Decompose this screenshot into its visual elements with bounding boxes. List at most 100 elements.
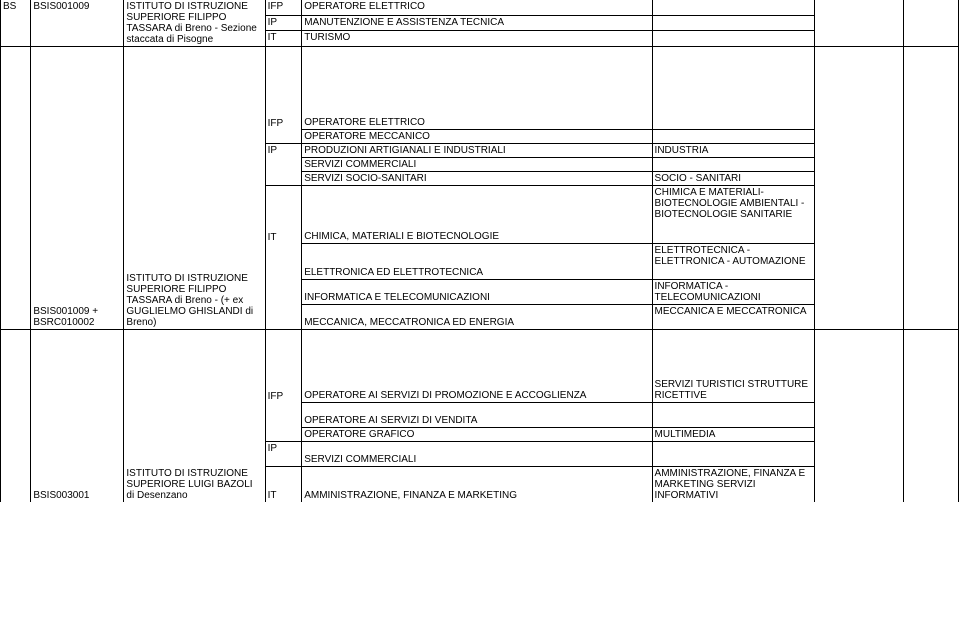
course: MANUTENZIONE E ASSISTENZA TECNICA (304, 17, 504, 28)
articulation-cell (652, 0, 814, 15)
course: INFORMATICA E TELECOMUNICAZIONI (304, 292, 490, 303)
course-cell: OPERATORE AI SERVIZI DI VENDITA (302, 403, 652, 428)
articulation-cell: MECCANICA E MECCATRONICA (652, 305, 814, 330)
course-cell: AMMINISTRAZIONE, FINANZA E MARKETING (302, 467, 652, 503)
type-cell (265, 428, 302, 442)
course-cell: MANUTENZIONE E ASSISTENZA TECNICA (302, 15, 652, 31)
table-row: BSIS003001 ISTITUTO DI ISTRUZIONE SUPERI… (1, 330, 959, 403)
articulation-cell: INFORMATICA - TELECOMUNICAZIONI (652, 280, 814, 305)
code: BSIS001009 (33, 1, 89, 12)
type-cell (265, 403, 302, 428)
extra1-cell (814, 47, 903, 330)
articulation: MECCANICA E MECCATRONICA (655, 306, 807, 317)
course-cell: OPERATORE GRAFICO (302, 428, 652, 442)
type-cell (265, 305, 302, 330)
course-cell: SERVIZI SOCIO-SANITARI (302, 172, 652, 186)
articulation-cell (652, 403, 814, 428)
type-cell (265, 158, 302, 172)
type-cell: IP (265, 144, 302, 158)
type-cell (265, 130, 302, 144)
course-cell: OPERATORE MECCANICO (302, 130, 652, 144)
course: ELETTRONICA ED ELETTROTECNICA (304, 267, 483, 278)
articulation-cell (652, 130, 814, 144)
articulation-cell: MULTIMEDIA (652, 428, 814, 442)
type-cell: IFP (265, 330, 302, 403)
articulation: INFORMATICA - TELECOMUNICAZIONI (655, 281, 761, 303)
course: TURISMO (304, 32, 350, 43)
articulation-cell: SERVIZI TURISTICI STRUTTURE RICETTIVE (652, 330, 814, 403)
articulation: SERVIZI TURISTICI STRUTTURE RICETTIVE (655, 379, 809, 401)
course-cell: CHIMICA, MATERIALI E BIOTECNOLOGIE (302, 186, 652, 244)
type-cell: IP (265, 15, 302, 31)
articulation-cell: INDUSTRIA (652, 144, 814, 158)
articulation-cell (652, 158, 814, 172)
type-cell: IT (265, 186, 302, 244)
type: IT (268, 490, 277, 501)
table-row: BSIS001009 + BSRC010002 ISTITUTO DI ISTR… (1, 47, 959, 130)
table-row: BS BSIS001009 ISTITUTO DI ISTRUZIONE SUP… (1, 0, 959, 15)
articulation: INDUSTRIA (655, 145, 709, 156)
prov: BS (3, 1, 16, 12)
institute: ISTITUTO DI ISTRUZIONE SUPERIORE FILIPPO… (126, 1, 256, 45)
type: IT (268, 232, 277, 243)
course: SERVIZI COMMERCIALI (304, 159, 416, 170)
type-cell: IT (265, 31, 302, 47)
articulation-cell (652, 15, 814, 31)
course-cell: OPERATORE ELETTRICO (302, 0, 652, 15)
articulation-cell: SOCIO - SANITARI (652, 172, 814, 186)
prov-cell: BS (1, 0, 31, 47)
type-cell (265, 244, 302, 280)
course-cell: SERVIZI COMMERCIALI (302, 158, 652, 172)
type: IP (268, 17, 277, 28)
articulation-cell: ELETTROTECNICA - ELETTRONICA - AUTOMAZIO… (652, 244, 814, 280)
institute: ISTITUTO DI ISTRUZIONE SUPERIORE FILIPPO… (126, 273, 253, 328)
prov-cell (1, 47, 31, 330)
code: BSIS003001 (33, 490, 89, 501)
course: OPERATORE ELETTRICO (304, 117, 425, 128)
course: AMMINISTRAZIONE, FINANZA E MARKETING (304, 490, 517, 501)
type-cell: IP (265, 442, 302, 467)
type: IP (268, 145, 277, 156)
course-cell: PRODUZIONI ARTIGIANALI E INDUSTRIALI (302, 144, 652, 158)
course-cell: OPERATORE AI SERVIZI DI PROMOZIONE E ACC… (302, 330, 652, 403)
type: IFP (268, 391, 284, 402)
institute-cell: ISTITUTO DI ISTRUZIONE SUPERIORE LUIGI B… (124, 330, 265, 503)
type-cell (265, 280, 302, 305)
course-cell: TURISMO (302, 31, 652, 47)
articulation: CHIMICA E MATERIALI- BIOTECNOLOGIE AMBIE… (655, 187, 805, 220)
type-cell: IT (265, 467, 302, 503)
type: IFP (268, 1, 284, 12)
course-cell: SERVIZI COMMERCIALI (302, 442, 652, 467)
articulation-cell: AMMINISTRAZIONE, FINANZA E MARKETING SER… (652, 467, 814, 503)
course: MECCANICA, MECCATRONICA ED ENERGIA (304, 317, 514, 328)
code: BSIS001009 + BSRC010002 (33, 306, 98, 328)
code-cell: BSIS001009 + BSRC010002 (31, 47, 124, 330)
code-cell: BSIS003001 (31, 330, 124, 503)
institute: ISTITUTO DI ISTRUZIONE SUPERIORE LUIGI B… (126, 468, 252, 501)
articulation-cell (652, 47, 814, 130)
course: SERVIZI SOCIO-SANITARI (304, 173, 426, 184)
type-cell: IFP (265, 47, 302, 130)
extra2-cell (903, 0, 958, 47)
course-cell: OPERATORE ELETTRICO (302, 47, 652, 130)
articulation: ELETTROTECNICA - ELETTRONICA - AUTOMAZIO… (655, 245, 806, 267)
course: SERVIZI COMMERCIALI (304, 454, 416, 465)
type: IT (268, 32, 277, 43)
articulation-cell (652, 31, 814, 47)
course: OPERATORE AI SERVIZI DI VENDITA (304, 415, 477, 426)
course: OPERATORE ELETTRICO (304, 1, 425, 12)
articulation: AMMINISTRAZIONE, FINANZA E MARKETING SER… (655, 468, 806, 501)
extra1-cell (814, 0, 903, 47)
extra1-cell (814, 330, 903, 503)
prov-cell (1, 330, 31, 503)
extra2-cell (903, 330, 958, 503)
extra2-cell (903, 47, 958, 330)
code-cell: BSIS001009 (31, 0, 124, 47)
course: PRODUZIONI ARTIGIANALI E INDUSTRIALI (304, 145, 506, 156)
type-cell (265, 172, 302, 186)
institute-cell: ISTITUTO DI ISTRUZIONE SUPERIORE FILIPPO… (124, 0, 265, 47)
type-cell: IFP (265, 0, 302, 15)
course: OPERATORE MECCANICO (304, 131, 430, 142)
articulation: MULTIMEDIA (655, 429, 716, 440)
articulation-cell: CHIMICA E MATERIALI- BIOTECNOLOGIE AMBIE… (652, 186, 814, 244)
